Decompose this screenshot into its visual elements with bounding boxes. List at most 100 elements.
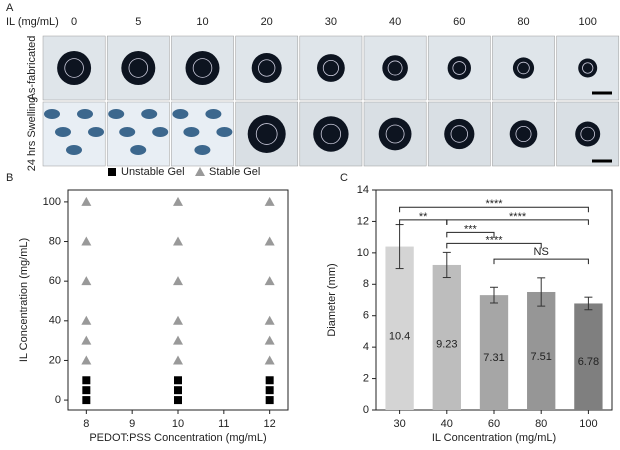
point (81, 335, 92, 345)
bar (385, 246, 414, 410)
x-tick-label: 40 (441, 418, 453, 430)
axis-label: IL (mg/mL) (6, 16, 59, 28)
row-label: As-fabricated (26, 36, 38, 101)
legend-marker (195, 167, 205, 176)
legend-label: Stable Gel (209, 166, 260, 178)
value-label: 9.23 (436, 339, 457, 351)
column-label: 30 (325, 16, 337, 28)
x-tick-label: 8 (83, 418, 89, 430)
point (265, 396, 274, 405)
y-tick-label: 10 (357, 247, 369, 259)
gel-fragment (205, 109, 222, 119)
gel-highlight (582, 62, 594, 74)
gel-fragment (77, 109, 93, 119)
value-label: 6.78 (578, 356, 599, 368)
point (81, 355, 92, 365)
gel-disc (578, 58, 598, 78)
y-tick-label: 40 (49, 315, 61, 327)
panel-label: A (6, 2, 14, 14)
point (82, 386, 91, 395)
gel-disc (447, 56, 471, 80)
column-label: 60 (453, 16, 465, 28)
significance-bracket (446, 242, 542, 249)
y-tick-label: 80 (49, 235, 61, 247)
gel-highlight (322, 59, 339, 77)
significance-label: NS (534, 246, 549, 258)
panel-label: C (340, 172, 348, 184)
column-label: 0 (71, 16, 77, 28)
y-tick-label: 2 (363, 372, 369, 384)
y-tick-label: 12 (357, 215, 369, 227)
x-axis-label: IL Concentration (mg/mL) (432, 432, 556, 444)
gel-fragment (108, 109, 125, 119)
column-label: 20 (261, 16, 273, 28)
y-axis-label: Diameter (mm) (326, 263, 338, 336)
point (173, 335, 183, 345)
point (264, 335, 275, 345)
significance-label: *** (464, 223, 478, 235)
bar (432, 264, 461, 410)
point (264, 355, 275, 365)
bar (574, 303, 603, 410)
point (265, 376, 274, 385)
y-tick-label: 0 (363, 404, 369, 416)
point (264, 236, 275, 246)
gel-highlight (450, 125, 469, 143)
bar (479, 295, 509, 410)
error-bar (442, 251, 451, 279)
error-bar (584, 296, 593, 311)
gel-disc (378, 117, 412, 151)
gel-highlight (385, 124, 405, 144)
significance-bracket (399, 206, 589, 213)
gel-disc (317, 54, 345, 82)
x-axis-label: PEDOT:PSS Concentration (mg/mL) (89, 432, 266, 444)
significance-bracket (493, 258, 589, 265)
y-tick-label: 14 (357, 184, 369, 196)
gel-disc (444, 118, 475, 150)
value-label: 7.51 (530, 351, 551, 363)
column-label: 10 (196, 16, 208, 28)
point (81, 315, 92, 325)
column-label: 80 (517, 16, 529, 28)
gel-disc (512, 57, 535, 79)
y-tick-label: 6 (363, 310, 369, 322)
y-tick-label: 20 (49, 354, 61, 366)
column-label: 5 (135, 16, 141, 28)
row-label: 24 hrs Swelling (26, 97, 38, 172)
gel-fragment (183, 127, 200, 137)
x-tick-label: 30 (393, 418, 405, 430)
gel-highlight (258, 59, 276, 77)
point (264, 276, 275, 286)
gel-disc (57, 51, 92, 85)
point (173, 236, 183, 246)
gel-highlight (517, 61, 530, 75)
y-tick-label: 60 (49, 275, 61, 287)
gel-disc (382, 55, 408, 81)
significance-label: **** (509, 211, 527, 223)
error-bar (490, 286, 498, 304)
y-tick-label: 0 (55, 394, 61, 406)
point (173, 276, 183, 286)
x-tick-label: 12 (264, 418, 276, 430)
x-tick-label: 100 (579, 418, 597, 430)
value-label: 10.4 (389, 330, 410, 342)
point (174, 376, 182, 385)
error-bar (537, 277, 546, 307)
x-tick-label: 11 (218, 418, 229, 430)
gel-fragment (66, 145, 82, 155)
gel-highlight (387, 60, 403, 76)
gel-highlight (320, 123, 342, 145)
gel-fragment (119, 127, 136, 137)
legend-marker (108, 168, 116, 176)
point (173, 315, 183, 325)
gel-disc (185, 51, 220, 85)
legend-label: Unstable Gel (121, 166, 185, 178)
gel-fragment (172, 109, 189, 119)
y-tick-label: 100 (43, 196, 61, 208)
gel-disc (251, 53, 282, 83)
gel-fragment (130, 145, 147, 155)
gel-highlight (64, 58, 84, 78)
x-tick-label: 9 (129, 418, 135, 430)
significance-bracket (446, 231, 495, 238)
